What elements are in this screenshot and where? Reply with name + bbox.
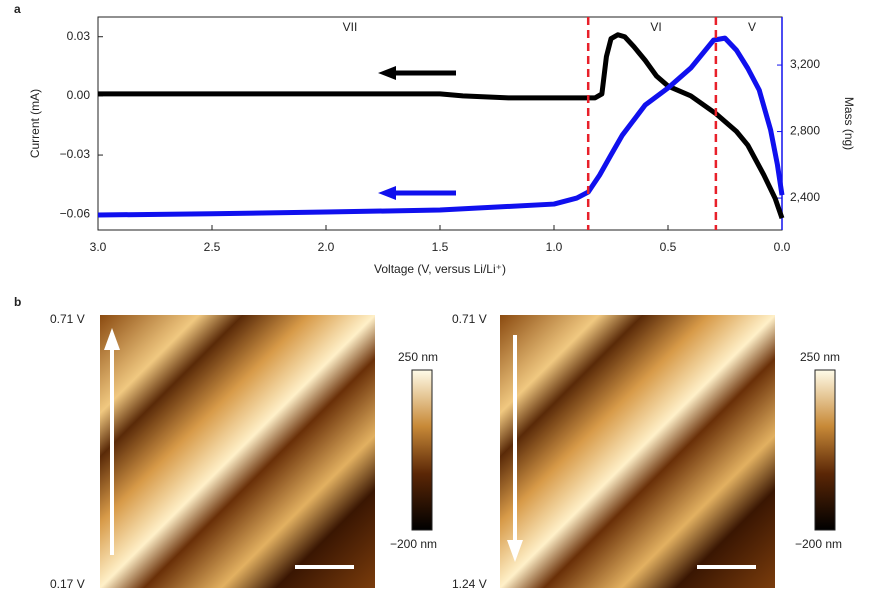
color-bar (814, 369, 836, 531)
y2-tick-label: 3,200 (790, 57, 820, 71)
voltage-label: 0.17 V (50, 577, 85, 591)
panel-label: b (14, 295, 21, 309)
x-tick-label: 2.0 (318, 240, 335, 254)
data-line (97, 35, 785, 218)
arrow-head (378, 66, 396, 80)
color-bar (411, 369, 433, 531)
data-line (98, 32, 785, 219)
panel-label: a (14, 2, 21, 16)
region-label: V (748, 20, 756, 34)
x-tick-label: 1.5 (432, 240, 449, 254)
scale-min: −200 nm (795, 537, 842, 551)
arrow-head (378, 186, 396, 200)
x-tick-label: 3.0 (90, 240, 107, 254)
afm-image (500, 315, 775, 588)
x-tick-label: 0.0 (774, 240, 791, 254)
region-label: VII (343, 20, 358, 34)
afm-image (100, 315, 375, 588)
x-tick-label: 2.5 (204, 240, 221, 254)
voltage-label: 0.71 V (452, 312, 487, 326)
y-tick-label: 0.00 (67, 88, 91, 102)
scale-min: −200 nm (390, 537, 437, 551)
arrow-head (104, 328, 120, 350)
y2-axis-title: Mass (ng) (842, 97, 856, 150)
x-axis-title: Voltage (V, versus Li/Li⁺) (374, 262, 506, 276)
y-axis-title: Current (mA) (28, 89, 42, 158)
y2-tick-label: 2,800 (790, 124, 820, 138)
voltage-label: 1.24 V (452, 577, 487, 591)
scale-max: 250 nm (398, 350, 438, 364)
voltage-label: 0.71 V (50, 312, 85, 326)
x-tick-label: 1.0 (546, 240, 563, 254)
arrow-head (507, 540, 523, 562)
x-tick-label: 0.5 (660, 240, 677, 254)
y-tick-label: −0.03 (60, 147, 91, 161)
plot-frame (97, 16, 783, 231)
y-tick-label: 0.03 (67, 29, 91, 43)
afm-panel: 0.71 V 0.17 V 250 nm −200 nm 0.71 V 1.24… (50, 312, 842, 591)
region-label: VI (650, 20, 661, 34)
scale-max: 250 nm (800, 350, 840, 364)
y-tick-label: −0.06 (60, 206, 91, 220)
y2-tick-label: 2,400 (790, 190, 820, 204)
